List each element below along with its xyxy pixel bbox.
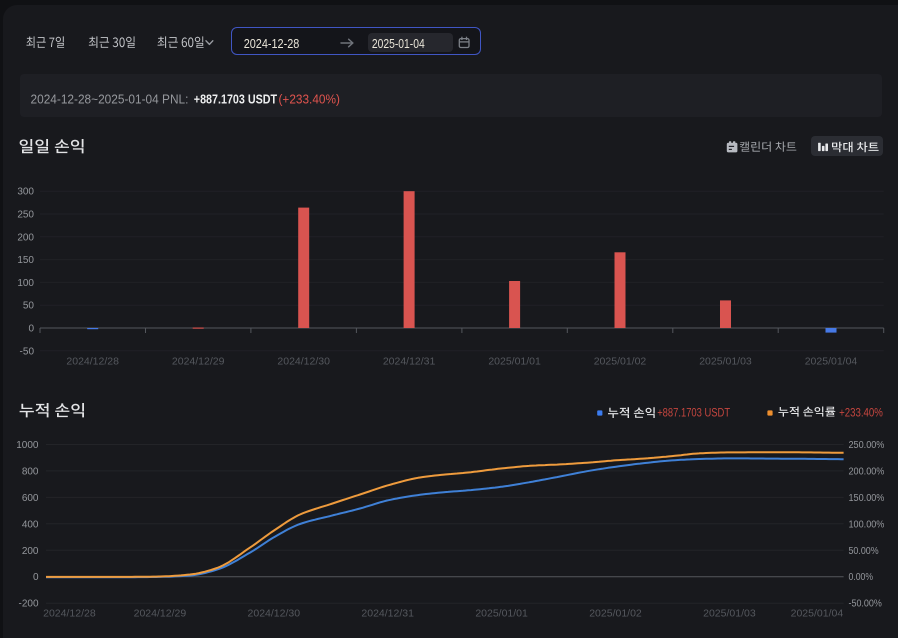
svg-text:250: 250 — [17, 210, 34, 221]
svg-text:2024/12/31: 2024/12/31 — [383, 356, 436, 368]
svg-text:2024/12/28: 2024/12/28 — [66, 356, 119, 368]
svg-text:400: 400 — [22, 519, 39, 530]
svg-text:800: 800 — [22, 466, 39, 477]
svg-text:2025-01-04: 2025-01-04 — [372, 36, 425, 51]
svg-text:0: 0 — [33, 572, 39, 583]
svg-text:+887.1703 USDT: +887.1703 USDT — [657, 405, 730, 419]
svg-text:2025/01/04: 2025/01/04 — [791, 608, 844, 620]
svg-text:50: 50 — [23, 301, 35, 312]
svg-text:2024-12-28: 2024-12-28 — [244, 36, 300, 51]
svg-text:50.00%: 50.00% — [849, 546, 879, 557]
svg-text:2025/01/04: 2025/01/04 — [805, 356, 858, 368]
svg-text:2024/12/30: 2024/12/30 — [248, 608, 301, 620]
svg-text:100.00%: 100.00% — [849, 519, 885, 530]
svg-text:-200: -200 — [18, 599, 38, 610]
svg-text:-50.00%: -50.00% — [849, 599, 882, 610]
svg-text:+233.40%: +233.40% — [839, 405, 883, 419]
svg-text:200: 200 — [17, 232, 34, 243]
svg-text:2025/01/02: 2025/01/02 — [594, 356, 647, 368]
svg-text:(+233.40%): (+233.40%) — [279, 91, 340, 106]
svg-text:+887.1703 USDT: +887.1703 USDT — [194, 91, 277, 106]
svg-text:250.00%: 250.00% — [849, 440, 885, 451]
svg-text:150: 150 — [17, 255, 34, 266]
svg-text:0: 0 — [28, 324, 34, 335]
svg-text:2024/12/29: 2024/12/29 — [172, 356, 225, 368]
svg-text:2024/12/31: 2024/12/31 — [361, 608, 414, 620]
svg-text:0.00%: 0.00% — [849, 572, 874, 583]
svg-text:-50: -50 — [20, 346, 35, 357]
svg-text:2024/12/28: 2024/12/28 — [43, 608, 96, 620]
svg-text:2025/01/01: 2025/01/01 — [488, 356, 541, 368]
svg-text:2025/01/03: 2025/01/03 — [699, 356, 752, 368]
svg-text:600: 600 — [22, 493, 39, 504]
svg-text:2025/01/03: 2025/01/03 — [703, 608, 756, 620]
svg-text:2024/12/29: 2024/12/29 — [134, 608, 187, 620]
svg-text:2025/01/02: 2025/01/02 — [589, 608, 642, 620]
svg-text:200.00%: 200.00% — [849, 466, 885, 477]
svg-text:1000: 1000 — [16, 440, 39, 451]
svg-text:150.00%: 150.00% — [849, 493, 885, 504]
svg-text:100: 100 — [17, 278, 34, 289]
svg-text:200: 200 — [22, 546, 39, 557]
svg-text:2024/12/30: 2024/12/30 — [277, 356, 330, 368]
svg-text:300: 300 — [17, 187, 34, 198]
svg-text:2024-12-28~2025-01-04 PNL:: 2024-12-28~2025-01-04 PNL: — [31, 91, 189, 106]
svg-text:2025/01/01: 2025/01/01 — [475, 608, 528, 620]
